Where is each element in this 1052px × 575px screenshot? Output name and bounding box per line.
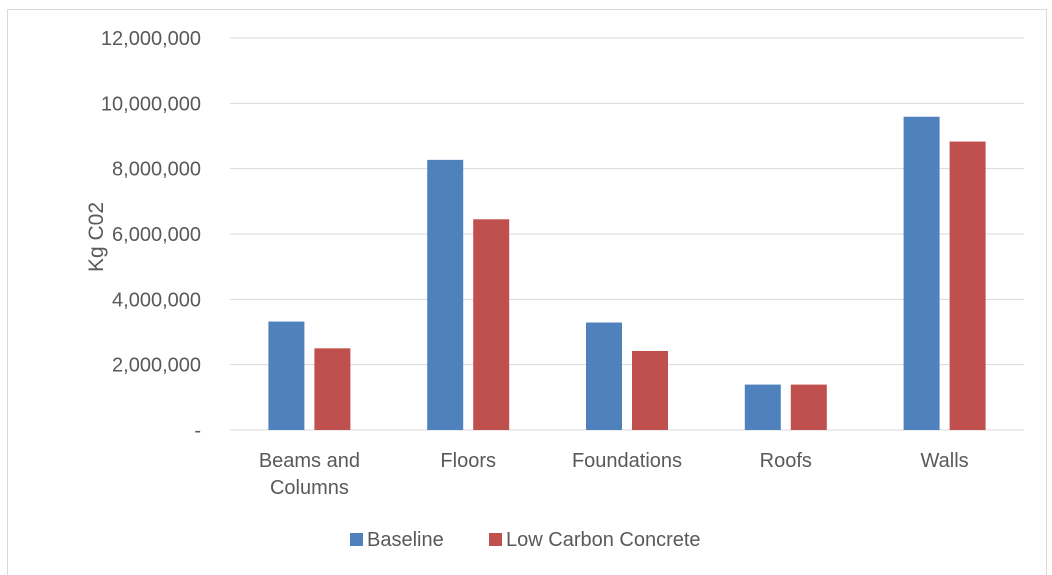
- x-category-label: Floors: [440, 450, 496, 472]
- y-tick-label: 2,000,000: [112, 355, 201, 377]
- x-category-label: Walls: [921, 450, 969, 472]
- bar-low-carbon-concrete: [949, 141, 986, 430]
- gridlines: [230, 37, 1024, 431]
- y-tick-label: 6,000,000: [112, 224, 201, 246]
- bars: [268, 116, 986, 430]
- x-category-label: Roofs: [760, 450, 812, 472]
- legend: Baseline Low Carbon Concrete: [350, 529, 701, 551]
- y-tick-label: 4,000,000: [112, 289, 201, 311]
- x-category-label: Foundations: [572, 450, 682, 472]
- y-tick-label: -: [194, 420, 201, 442]
- legend-swatch: [350, 533, 363, 546]
- legend-swatch: [489, 533, 502, 546]
- legend-label: Low Carbon Concrete: [506, 529, 701, 551]
- y-tick-label: 12,000,000: [101, 28, 201, 50]
- bar-low-carbon-concrete: [473, 219, 510, 430]
- bar-baseline: [586, 322, 622, 430]
- bar-low-carbon-concrete: [790, 384, 827, 430]
- x-category-label: Beams and Columns: [259, 450, 360, 499]
- x-axis-category-labels: Beams and Columns Floors Foundations Roofs Wa…: [259, 450, 969, 499]
- bar-low-carbon-concrete: [314, 348, 351, 430]
- y-axis-tick-labels: - 2,000,000 4,000,000 6,000,000 8,000,000 10,…: [101, 28, 201, 442]
- y-axis-title: Kg C02: [85, 202, 108, 272]
- y-tick-label: 8,000,000: [112, 159, 201, 181]
- y-tick-label: 10,000,000: [101, 93, 201, 115]
- bar-low-carbon-concrete: [632, 350, 668, 430]
- legend-label: Baseline: [367, 529, 444, 551]
- bar-baseline: [903, 116, 940, 430]
- bar-baseline: [744, 384, 781, 430]
- bar-baseline: [427, 159, 464, 430]
- bar-baseline: [268, 321, 305, 430]
